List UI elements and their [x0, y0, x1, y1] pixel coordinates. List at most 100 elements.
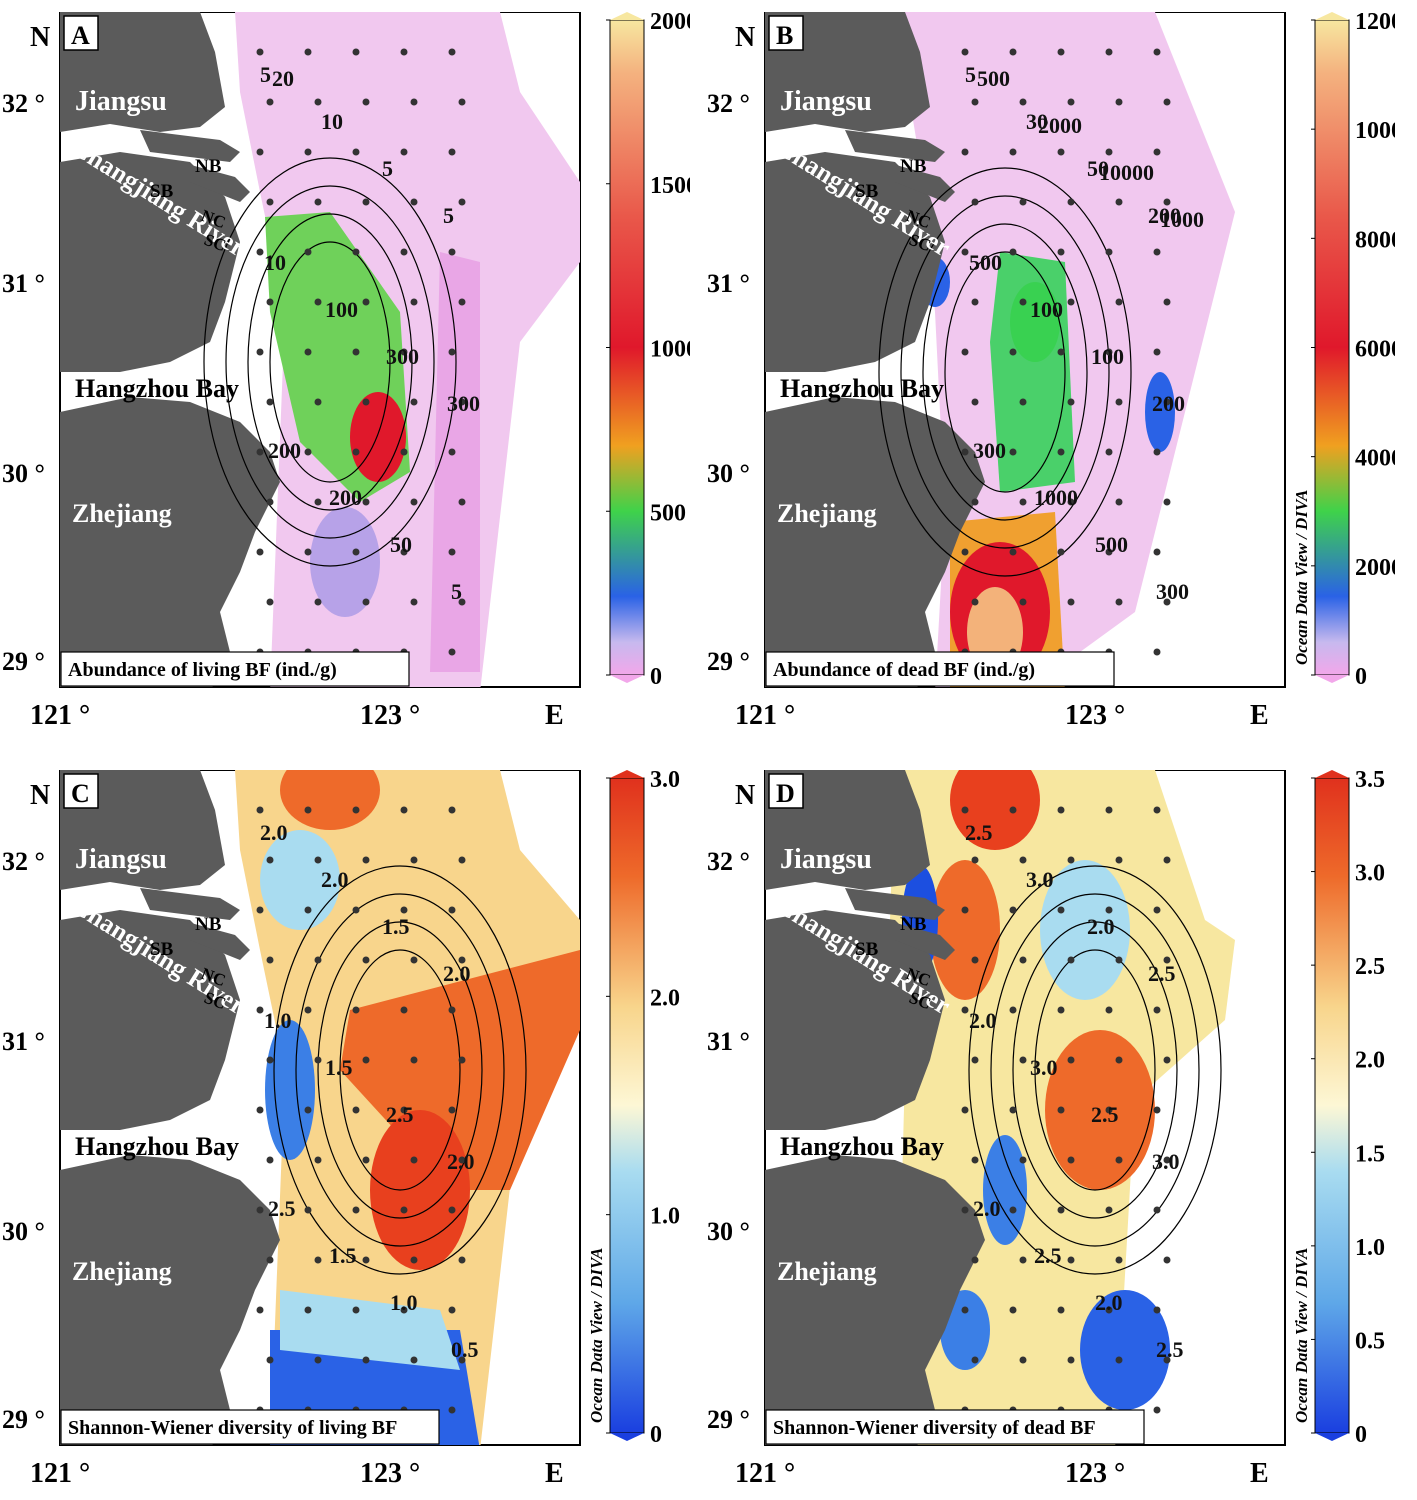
station-dot	[1105, 548, 1113, 556]
contour-value-label: 1.5	[329, 1243, 357, 1268]
station-dot	[1153, 248, 1161, 256]
north-label: N	[30, 780, 50, 811]
station-dot	[458, 498, 466, 506]
north-label: N	[735, 780, 755, 811]
panel-letter: C	[63, 773, 99, 809]
station-dot	[352, 448, 360, 456]
y-tick-label: 31 °	[2, 1027, 45, 1056]
station-dot	[1105, 148, 1113, 156]
land	[60, 770, 280, 1445]
y-tick-label: 32 °	[2, 847, 45, 876]
colorbar-tick-label: 12000	[1355, 12, 1395, 35]
station-dot	[971, 1256, 979, 1264]
colorbar: 12000 10000 8000 6000 4000 2000 0 Ocean Data Vi…	[1292, 12, 1395, 690]
station-dot	[1163, 498, 1171, 506]
station-dot	[266, 1256, 274, 1264]
station-dot	[448, 1306, 456, 1314]
contour-lines	[878, 167, 1132, 577]
colorbar-tick-label: 1.0	[1355, 1235, 1385, 1261]
y-tick-label: 31 °	[707, 1027, 750, 1056]
station-dot	[961, 48, 969, 56]
contour-value-label: 2.0	[1095, 1290, 1123, 1315]
station-dot	[1153, 648, 1161, 656]
contour-value-label: 10000	[1099, 160, 1154, 185]
station-dot	[1163, 398, 1171, 406]
station-dot	[458, 1156, 466, 1164]
x-tick-label: 121 °	[735, 700, 795, 731]
contour-value-label: 2.5	[1034, 1243, 1062, 1268]
x-tick-label: E	[545, 1458, 564, 1489]
place-label-bay: Hangzhou Bay	[75, 1132, 239, 1161]
contour-value-label: 200	[1148, 203, 1181, 228]
station-dot	[1105, 906, 1113, 914]
land	[60, 12, 280, 687]
station-dot	[314, 498, 322, 506]
station-dot	[410, 98, 418, 106]
contour-value-label: 2.5	[1148, 961, 1176, 986]
panel-letter-text: D	[776, 779, 795, 808]
station-dot	[1009, 906, 1017, 914]
caption-text: Shannon-Wiener diversity of dead BF	[773, 1417, 1096, 1439]
panel-letter-text: B	[776, 21, 793, 50]
station-dot	[961, 548, 969, 556]
y-tick-label: 32 °	[707, 89, 750, 118]
place-label-jiangsu: Jiangsu	[780, 86, 872, 117]
x-tick-label: E	[545, 700, 564, 731]
station-dot	[400, 548, 408, 556]
station-dot	[1153, 148, 1161, 156]
station-dot	[266, 956, 274, 964]
station-dot	[448, 448, 456, 456]
station-dot	[1057, 1106, 1065, 1114]
station-dot	[1153, 448, 1161, 456]
north-label: N	[735, 22, 755, 53]
station-dot	[1067, 856, 1075, 864]
place-label-sb: SB	[855, 939, 879, 960]
station-dot	[1163, 956, 1171, 964]
station-dot	[410, 398, 418, 406]
station-dot	[971, 1356, 979, 1364]
station-dot	[1009, 448, 1017, 456]
colorbar-tick-label: 4000	[1355, 446, 1395, 472]
station-dot	[1153, 1406, 1161, 1414]
station-dot	[304, 48, 312, 56]
station-dot	[961, 248, 969, 256]
station-dot	[256, 1306, 264, 1314]
station-dot	[314, 956, 322, 964]
station-dot	[256, 1006, 264, 1014]
station-dot	[1057, 148, 1065, 156]
y-tick-label: 32 °	[2, 89, 45, 118]
station-dot	[971, 498, 979, 506]
colorbar-tick-label: 0	[1355, 664, 1367, 690]
station-dot	[1115, 298, 1123, 306]
station-dot	[1163, 1356, 1171, 1364]
station-dot	[314, 1156, 322, 1164]
station-dot	[352, 1306, 360, 1314]
station-dot	[1153, 1306, 1161, 1314]
x-tick-label: 123 °	[1065, 1458, 1125, 1489]
contour-value-label: 2.0	[973, 1196, 1001, 1221]
station-dot	[304, 906, 312, 914]
station-dot	[314, 856, 322, 864]
station-dot	[1057, 1206, 1065, 1214]
contour-labels: 5 30 50 200 500 100 100 200 300 1000 500 300 500 2000…	[965, 62, 1204, 604]
station-dot	[971, 1156, 979, 1164]
colorbar-tick-label: 1000	[650, 337, 690, 363]
station-dot	[448, 1106, 456, 1114]
station-dot	[410, 498, 418, 506]
station-dot	[400, 348, 408, 356]
contour-value-label: 500	[969, 250, 1002, 275]
station-dot	[1115, 856, 1123, 864]
station-dot	[1163, 598, 1171, 606]
x-tick-label: 123 °	[1065, 700, 1125, 731]
station-dot	[352, 148, 360, 156]
contour-value-label: 2.5	[965, 820, 993, 845]
land	[765, 12, 985, 687]
station-dot	[1153, 1006, 1161, 1014]
station-dot	[448, 348, 456, 356]
contour-value-label: 1.5	[325, 1055, 353, 1080]
station-dot	[362, 856, 370, 864]
station-dot	[1115, 398, 1123, 406]
station-dot	[1057, 248, 1065, 256]
x-tick-label: E	[1250, 700, 1269, 731]
